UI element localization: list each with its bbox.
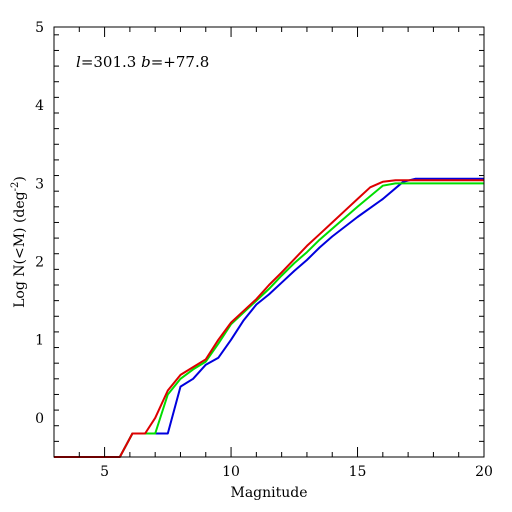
- series-line-1: [54, 177, 484, 458]
- series-layer: [54, 177, 484, 458]
- x-tick-label: 5: [100, 464, 109, 480]
- y-tick-label: 2: [35, 255, 44, 271]
- y-tick-label: 3: [35, 176, 44, 192]
- y-axis-label: Log N(<M) (deg-2): [10, 176, 28, 308]
- tick-layer: 5 10 15 20 0 1 2 3 4 5: [35, 20, 493, 480]
- b-value: =+77.8: [151, 53, 210, 71]
- y-tick-label: 4: [35, 98, 44, 114]
- y-axis-label-close: ): [12, 176, 28, 181]
- y-tick-label: 0: [35, 411, 44, 427]
- x-axis-label: Magnitude: [230, 485, 307, 501]
- l-value: =301.3: [81, 53, 137, 71]
- y-axis-label-main: Log N(<M) (deg: [12, 191, 28, 308]
- b-symbol: b: [141, 53, 151, 71]
- x-tick-label: 15: [349, 464, 367, 480]
- y-tick-label: 5: [35, 20, 44, 36]
- y-axis-label-sup: -2: [10, 182, 21, 192]
- series-line-2: [54, 182, 484, 458]
- l-symbol: l: [76, 53, 81, 71]
- coordinate-annotation: l=301.3 b=+77.8: [76, 53, 209, 71]
- plot-frame: [53, 26, 485, 458]
- x-tick-label: 10: [222, 464, 240, 480]
- y-tick-label: 1: [35, 333, 44, 349]
- series-line-3: [54, 179, 484, 458]
- x-tick-label: 20: [475, 464, 493, 480]
